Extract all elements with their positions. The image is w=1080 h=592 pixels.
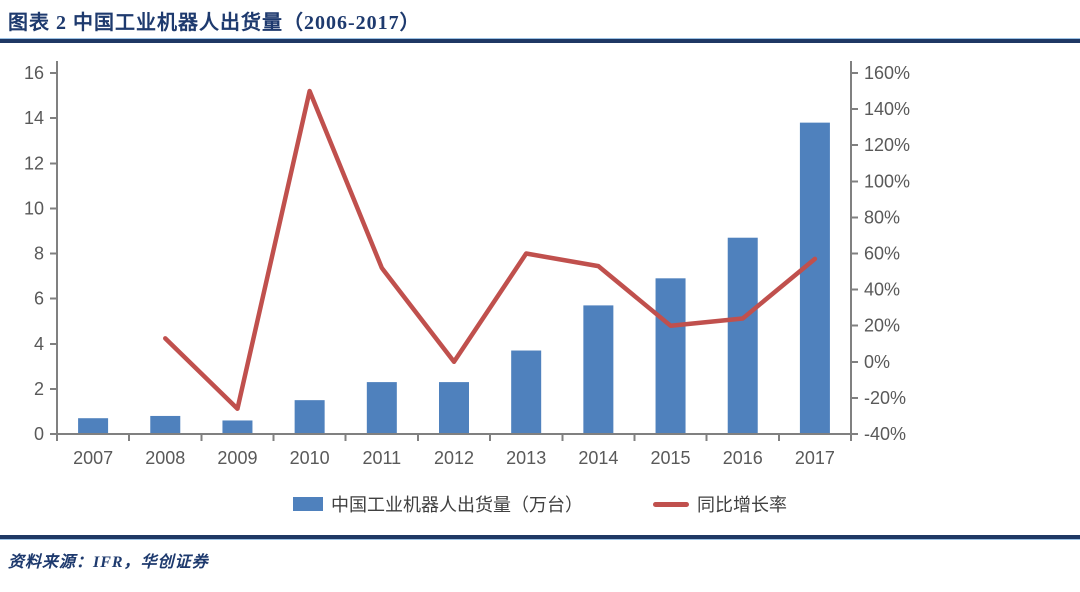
x-tick-label-2008: 2008	[145, 448, 185, 468]
legend-bar-swatch-icon	[293, 497, 323, 511]
left-tick-label: 4	[34, 334, 44, 354]
right-tick-label: 20%	[864, 316, 900, 336]
right-tick-label: -40%	[864, 424, 906, 444]
bar-2007	[78, 418, 109, 434]
title-rule	[0, 39, 1080, 43]
legend-label-shipments: 中国工业机器人出货量（万台）	[331, 495, 583, 515]
right-tick-label: 120%	[864, 135, 910, 155]
growth-rate-line	[163, 88, 818, 411]
left-tick-label: 2	[34, 379, 44, 399]
left-tick-label: 8	[34, 244, 44, 264]
bar-2012	[439, 382, 469, 434]
legend-item-growth: 同比增长率	[653, 491, 787, 517]
robot-shipments-chart: 0 2 4 6 8 10 12 14 16 -40% -20% 0% 20% 40% 60% 80% 100% 1…	[24, 61, 910, 468]
right-tick-label: 40%	[864, 280, 900, 300]
x-tick-label-2012: 2012	[434, 448, 474, 468]
left-tick-label: 12	[24, 153, 44, 173]
source-note: 资料来源：IFR，华创证券	[8, 554, 209, 571]
right-tick-label: 0%	[864, 352, 890, 372]
chart-legend: 中国工业机器人出货量（万台） 同比增长率	[90, 487, 990, 521]
left-tick-label: 10	[24, 198, 44, 218]
chart-header: 图表 2 中国工业机器人出货量（2006-2017）	[0, 0, 1080, 38]
legend-line-swatch-icon	[653, 501, 689, 507]
right-tick-label: 160%	[864, 63, 910, 83]
x-tick-label-2015: 2015	[651, 448, 691, 468]
bar-2015	[655, 278, 686, 434]
right-tick-label: 140%	[864, 99, 910, 119]
chart-footer: 资料来源：IFR，华创证券	[0, 535, 1080, 572]
right-tick-label: 60%	[864, 244, 900, 264]
bar-2017	[799, 122, 830, 434]
x-tick-label-2017: 2017	[795, 448, 835, 468]
bar-2010	[294, 400, 325, 434]
x-tick-label-2014: 2014	[578, 448, 618, 468]
bar-2011	[366, 382, 397, 434]
x-tick-label-2010: 2010	[290, 448, 330, 468]
legend-item-shipments: 中国工业机器人出货量（万台）	[293, 491, 583, 517]
bar-2008	[150, 415, 181, 434]
bar-2013	[511, 350, 542, 434]
bar-2009	[222, 420, 253, 434]
left-tick-label: 14	[24, 108, 44, 128]
footer-rule-light	[0, 539, 1080, 540]
left-tick-label: 6	[34, 289, 44, 309]
right-tick-label: 80%	[864, 207, 900, 227]
left-tick-label: 16	[24, 63, 44, 83]
page-title: 图表 2 中国工业机器人出货量（2006-2017）	[8, 12, 421, 34]
right-tick-label: 100%	[864, 171, 910, 191]
footer-rule	[0, 535, 1080, 539]
bar-2016	[727, 237, 758, 434]
bar-2014	[583, 305, 614, 434]
x-tick-label-2011: 2011	[362, 448, 401, 468]
chart-area: 0 2 4 6 8 10 12 14 16 -40% -20% 0% 20% 40% 60% 80% 100% 1…	[0, 43, 1080, 483]
x-tick-label-2013: 2013	[506, 448, 546, 468]
legend-label-growth: 同比增长率	[697, 495, 787, 515]
left-tick-label: 0	[34, 424, 44, 444]
x-tick-label-2009: 2009	[217, 448, 257, 468]
right-tick-label: -20%	[864, 388, 906, 408]
x-tick-label-2007: 2007	[73, 448, 113, 468]
title-rule-light	[0, 38, 1080, 39]
x-tick-label-2016: 2016	[723, 448, 763, 468]
